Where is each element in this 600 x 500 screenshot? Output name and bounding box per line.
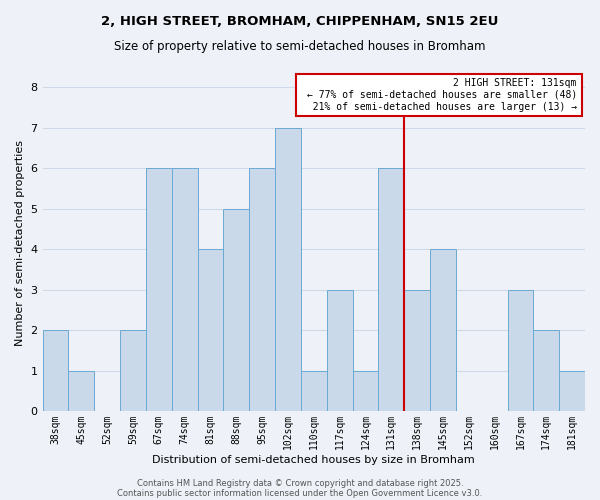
Bar bbox=[404, 290, 430, 412]
Bar bbox=[275, 128, 301, 412]
X-axis label: Distribution of semi-detached houses by size in Bromham: Distribution of semi-detached houses by … bbox=[152, 455, 475, 465]
Bar bbox=[353, 371, 379, 412]
Bar bbox=[249, 168, 275, 412]
Bar bbox=[559, 371, 585, 412]
Bar bbox=[508, 290, 533, 412]
Bar bbox=[301, 371, 326, 412]
Bar bbox=[43, 330, 68, 411]
Text: 2 HIGH STREET: 131sqm
← 77% of semi-detached houses are smaller (48)
  21% of se: 2 HIGH STREET: 131sqm ← 77% of semi-deta… bbox=[301, 78, 577, 112]
Bar bbox=[146, 168, 172, 412]
Text: Contains public sector information licensed under the Open Government Licence v3: Contains public sector information licen… bbox=[118, 488, 482, 498]
Bar bbox=[533, 330, 559, 411]
Bar bbox=[379, 168, 404, 412]
Bar bbox=[120, 330, 146, 411]
Bar bbox=[197, 250, 223, 412]
Bar bbox=[68, 371, 94, 412]
Bar bbox=[223, 209, 249, 412]
Bar bbox=[172, 168, 197, 412]
Bar bbox=[430, 250, 456, 412]
Y-axis label: Number of semi-detached properties: Number of semi-detached properties bbox=[15, 140, 25, 346]
Text: Size of property relative to semi-detached houses in Bromham: Size of property relative to semi-detach… bbox=[114, 40, 486, 53]
Text: 2, HIGH STREET, BROMHAM, CHIPPENHAM, SN15 2EU: 2, HIGH STREET, BROMHAM, CHIPPENHAM, SN1… bbox=[101, 15, 499, 28]
Text: Contains HM Land Registry data © Crown copyright and database right 2025.: Contains HM Land Registry data © Crown c… bbox=[137, 478, 463, 488]
Bar bbox=[326, 290, 353, 412]
